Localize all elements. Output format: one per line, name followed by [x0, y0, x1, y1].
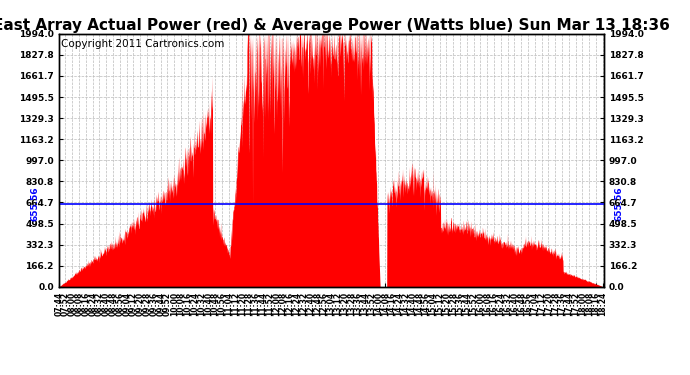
- Title: East Array Actual Power (red) & Average Power (Watts blue) Sun Mar 13 18:36: East Array Actual Power (red) & Average …: [0, 18, 669, 33]
- Text: 655.56: 655.56: [615, 186, 624, 221]
- Text: Copyright 2011 Cartronics.com: Copyright 2011 Cartronics.com: [61, 39, 225, 49]
- Text: 655.56: 655.56: [30, 186, 39, 221]
